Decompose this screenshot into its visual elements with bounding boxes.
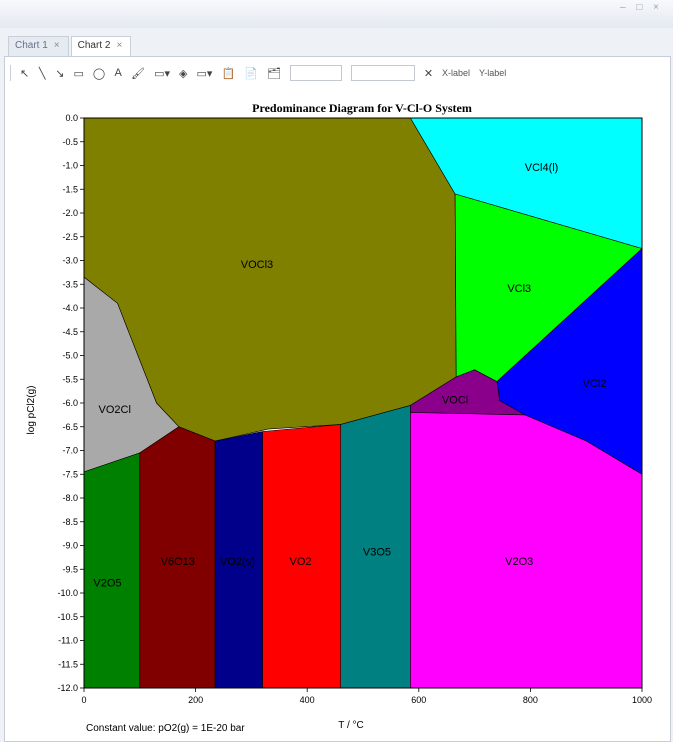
y-tick-label: -3.0 [62,256,78,266]
x-tick-label: 200 [188,695,203,705]
region-label-vo2cl: VO2Cl [98,404,130,416]
x-tick-label: 0 [81,695,86,705]
paste-icon[interactable]: 📄 [244,67,258,80]
pointer-icon[interactable]: ↖ [20,67,30,80]
region-label-v2o3: V2O3 [505,556,533,568]
x-tick-label: 400 [300,695,315,705]
tab-chart-2[interactable]: Chart 2 × [70,36,132,56]
x-tick-label: 800 [523,695,538,705]
text-icon[interactable]: A [114,67,122,79]
line-icon[interactable]: ╲ [38,67,46,80]
y-tick-label: -5.0 [62,351,78,361]
y-axis: 0.0 -0.5 -1.0 -1.5 -2.0 -2.5 -3.0 -3.5 -4.0 -4.5 -… [57,113,84,693]
y-tick-label: 0.0 [65,113,78,123]
region-label-vcl3: VCl3 [507,283,531,295]
y-tick-label: -8.5 [62,517,78,527]
y-tick-label: -4.5 [62,327,78,337]
paint-icon[interactable]: 🖌 [131,67,146,80]
y-tick-label: -7.5 [62,469,78,479]
y-tick-label: -8.0 [62,493,78,503]
y-tick-label: -2.0 [62,208,78,218]
y-tick-label: -3.5 [62,279,78,289]
region-label-vo2-s: VO2(s) [220,556,255,568]
close-icon[interactable]: × [116,40,123,51]
chart-title: Predominance Diagram for V-Cl-O System [252,101,472,115]
line-style-icon[interactable]: ▭▾ [196,67,213,80]
region-label-v2o5: V2O5 [93,577,121,589]
fill-icon[interactable]: ◈ [179,67,188,80]
y-tick-label: -9.0 [62,541,78,551]
font-size-spinner[interactable] [289,65,342,81]
x-axis-label: T / °C [338,720,363,731]
ellipse-icon[interactable]: ◯ [92,67,106,80]
window-controls[interactable]: – □ × [620,2,663,13]
toolbar-separator [10,65,11,81]
arrow-icon[interactable]: ↘ [55,67,65,80]
border-icon[interactable]: ▭▾ [154,67,171,80]
x-tick-label: 600 [411,695,426,705]
region-v2o5 [83,452,141,689]
region-label-vcl4-l: VCl4(l) [525,162,559,174]
y-tick-label: -6.5 [62,422,78,432]
y-tick-label: -10.0 [57,588,78,598]
tab-bar: Chart 1 × Chart 2 × [8,36,133,56]
footnote: Constant value: pO2(g) = 1E-20 bar [86,723,245,734]
y-tick-label: -1.5 [62,184,78,194]
layer-icon[interactable]: 🗂 [266,67,281,80]
region-label-vcl2: VCl2 [583,378,607,390]
drawing-toolbar: ↖ ╲ ↘ ▭ ◯ A 🖌 ▭▾ ◈ ▭▾ 📋 📄 🗂 ✕ X-label Y-… [10,62,666,84]
close-icon[interactable]: × [53,40,60,51]
ylabel-button[interactable]: Y-label [479,68,507,78]
regions-layer [83,117,643,689]
y-tick-label: -11.5 [58,659,78,669]
y-axis-label: log pCl2(g) [26,386,37,435]
region-labels-layer: VOCl3 VCl4(l) VCl3 VCl2 VOCl VO2Cl V2O5 V6O13 VO… [93,162,606,590]
region-v2o3 [410,412,643,689]
window-titlebar: – □ × [0,0,673,28]
tab-chart-2-label: Chart 2 [77,40,111,51]
region-label-vocl: VOCl [442,395,468,407]
y-tick-label: -12.0 [57,683,78,693]
xlabel-button[interactable]: X-label [442,68,471,78]
y-tick-label: -2.5 [62,232,78,242]
y-tick-label: -7.0 [62,446,78,456]
clear-icon[interactable]: ✕ [423,67,434,80]
x-axis: 0 200 400 600 800 1000 [81,688,652,705]
region-label-vo2: VO2 [289,556,311,568]
y-tick-label: -9.5 [62,564,78,574]
x-tick-label: 1000 [632,695,652,705]
tab-chart-1-label: Chart 1 [15,40,48,51]
rectangle-icon[interactable]: ▭ [73,67,84,80]
copy-icon[interactable]: 📋 [221,67,236,80]
region-label-v6o13: V6O13 [161,556,195,568]
y-tick-label: -10.5 [57,612,78,622]
tab-chart-1[interactable]: Chart 1 × [8,36,69,56]
region-label-v3o5: V3O5 [363,547,391,559]
y-tick-label: -0.5 [62,137,78,147]
font-select[interactable] [350,65,415,81]
y-tick-label: -11.0 [58,636,78,646]
y-tick-label: -5.5 [62,374,78,384]
y-tick-label: -1.0 [62,161,78,171]
region-label-vocl3: VOCl3 [241,259,273,271]
y-tick-label: -4.0 [62,303,78,313]
y-tick-label: -6.0 [62,398,78,408]
